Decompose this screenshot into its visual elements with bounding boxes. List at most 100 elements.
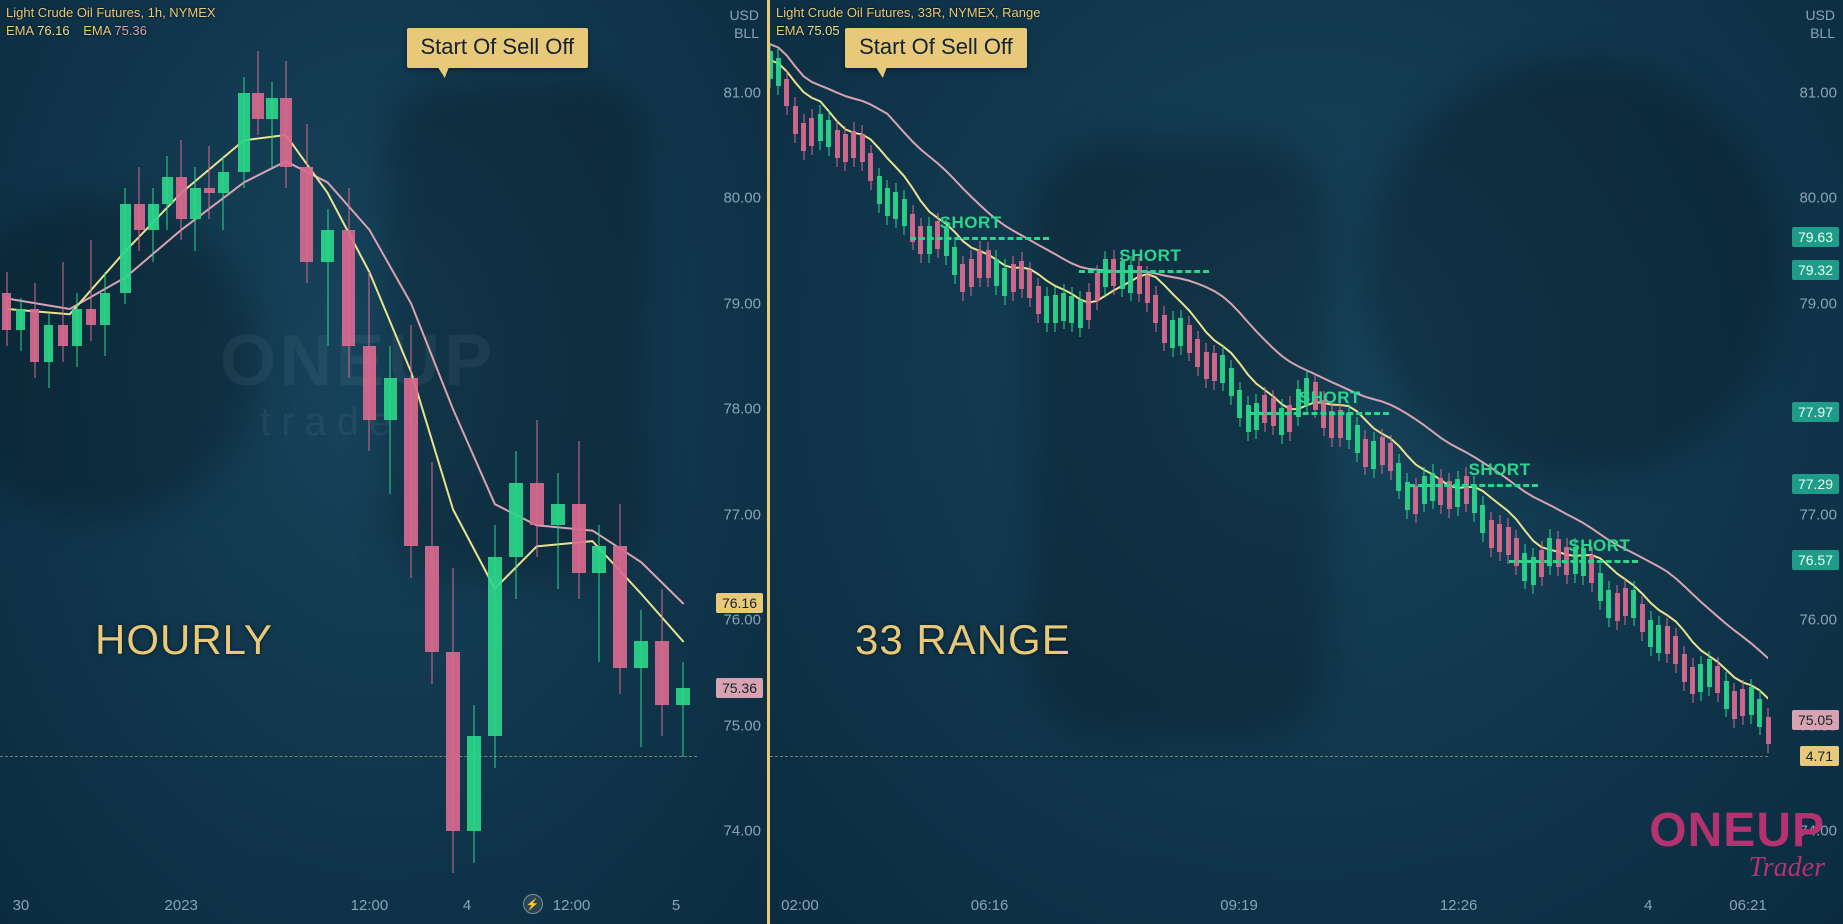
price-badge: 75.05 bbox=[1792, 710, 1839, 730]
panel-title-hourly: HOURLY bbox=[95, 616, 273, 664]
y-tick: 74.00 bbox=[723, 823, 761, 840]
x-axis-left: 30202312:00412:005 bbox=[0, 888, 697, 918]
price-badge: 4.71 bbox=[1800, 746, 1839, 766]
candle bbox=[801, 114, 806, 159]
candle bbox=[148, 188, 159, 262]
callout-sell-off-left: Start Of Sell Off bbox=[407, 28, 589, 68]
candle bbox=[960, 256, 965, 301]
x-tick: 02:00 bbox=[781, 897, 819, 914]
candle bbox=[1606, 581, 1611, 626]
candle bbox=[1648, 611, 1653, 656]
candle bbox=[404, 325, 418, 578]
candle bbox=[1329, 402, 1334, 447]
candle bbox=[592, 525, 606, 662]
x-tick: 2023 bbox=[165, 897, 198, 914]
candle bbox=[893, 183, 898, 228]
candle bbox=[1380, 429, 1385, 474]
candle bbox=[1355, 417, 1360, 462]
candle bbox=[1531, 548, 1536, 593]
candle bbox=[58, 262, 68, 362]
candle bbox=[16, 298, 25, 351]
short-level-line bbox=[910, 237, 1050, 240]
candle bbox=[1036, 278, 1041, 323]
chart-panel-hourly[interactable]: Light Crude Oil Futures, 1h, NYMEX EMA 7… bbox=[0, 0, 770, 924]
candle bbox=[1506, 518, 1511, 563]
candle bbox=[1229, 360, 1234, 405]
candle bbox=[952, 239, 957, 284]
candle bbox=[1598, 564, 1603, 609]
candle bbox=[1346, 404, 1351, 449]
candle bbox=[1757, 690, 1762, 735]
candle bbox=[1623, 579, 1628, 624]
candle bbox=[634, 610, 648, 747]
chart-area-hourly[interactable]: ⚡ bbox=[0, 40, 697, 884]
price-badge: 77.29 bbox=[1792, 474, 1839, 494]
candle bbox=[793, 97, 798, 142]
candle bbox=[784, 70, 789, 115]
candle bbox=[1204, 343, 1209, 388]
moving-averages-right bbox=[770, 40, 1768, 884]
x-tick: 12:00 bbox=[351, 897, 389, 914]
candle bbox=[1069, 287, 1074, 332]
candle bbox=[770, 43, 773, 88]
candle bbox=[1547, 529, 1552, 574]
instrument-title: Light Crude Oil Futures, 33R, NYMEX, Ran… bbox=[776, 4, 1040, 22]
x-tick: 12:26 bbox=[1440, 897, 1478, 914]
candle bbox=[1455, 471, 1460, 516]
candle bbox=[1044, 287, 1049, 332]
candle bbox=[1363, 430, 1368, 475]
x-tick: 30 bbox=[13, 897, 30, 914]
candle bbox=[1472, 476, 1477, 521]
candle bbox=[655, 589, 669, 737]
y-axis-left: 81.0080.0079.0078.0077.0076.0075.0074.00… bbox=[697, 40, 767, 884]
candle bbox=[1187, 316, 1192, 361]
candle bbox=[910, 205, 915, 250]
candle bbox=[238, 77, 250, 188]
candle bbox=[1497, 515, 1502, 560]
x-tick: 5 bbox=[672, 897, 680, 914]
candle bbox=[676, 662, 690, 757]
callout-sell-off-right: Start Of Sell Off bbox=[845, 28, 1027, 68]
ema2: EMA 75.36 bbox=[83, 22, 147, 40]
candle bbox=[1690, 658, 1695, 703]
candle bbox=[162, 156, 173, 230]
candle bbox=[1405, 473, 1410, 518]
short-label: SHORT bbox=[1299, 388, 1361, 408]
candle bbox=[1002, 259, 1007, 304]
candle bbox=[613, 504, 627, 694]
ema1: EMA 75.05 bbox=[776, 22, 840, 40]
short-label: SHORT bbox=[940, 213, 1002, 233]
candle bbox=[30, 283, 39, 378]
candle bbox=[1682, 646, 1687, 691]
candle bbox=[1388, 435, 1393, 480]
candle bbox=[994, 250, 999, 295]
candle bbox=[1027, 262, 1032, 307]
y-tick: 80.00 bbox=[1799, 190, 1837, 207]
candle bbox=[425, 462, 439, 684]
candle bbox=[1447, 473, 1452, 518]
y-tick: 79.00 bbox=[1799, 295, 1837, 312]
y-tick: 76.00 bbox=[723, 612, 761, 629]
price-hline-right bbox=[770, 756, 1768, 757]
short-level-line bbox=[1079, 270, 1209, 273]
panel-title-range: 33 RANGE bbox=[855, 616, 1071, 664]
axis-unit-right: USDBLL bbox=[1805, 6, 1835, 42]
candle bbox=[2, 272, 11, 346]
candle bbox=[1145, 266, 1150, 311]
x-tick: 06:21 bbox=[1729, 897, 1767, 914]
candle bbox=[1287, 396, 1292, 441]
x-tick: 12:00 bbox=[553, 897, 591, 914]
chart-area-range[interactable]: SHORTSHORTSHORTSHORTSHORT bbox=[770, 40, 1768, 884]
price-badge: 75.36 bbox=[716, 678, 763, 698]
candle bbox=[1195, 331, 1200, 376]
candle bbox=[1522, 544, 1527, 589]
candle bbox=[551, 473, 565, 589]
chart-panel-range[interactable]: Light Crude Oil Futures, 33R, NYMEX, Ran… bbox=[770, 0, 1843, 924]
candle bbox=[1640, 596, 1645, 641]
candle bbox=[72, 293, 82, 367]
candle bbox=[851, 122, 856, 167]
moving-averages-left bbox=[0, 40, 697, 884]
candle bbox=[877, 168, 882, 213]
candle bbox=[1396, 454, 1401, 499]
candle bbox=[818, 105, 823, 150]
